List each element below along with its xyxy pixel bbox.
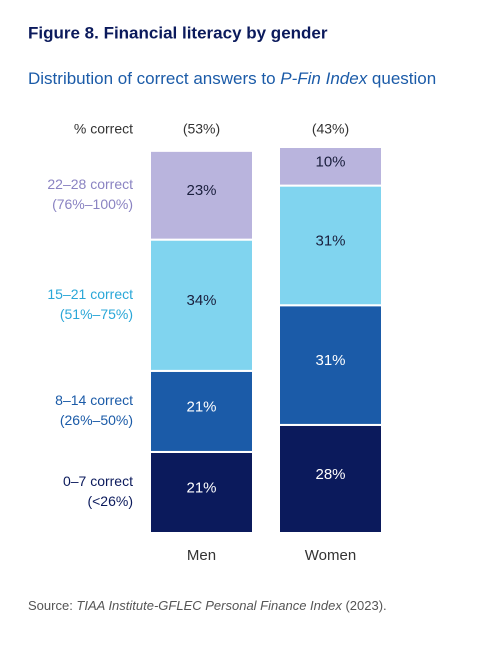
total-label: (43%) (312, 121, 349, 137)
value-label: 31% (315, 352, 345, 369)
legend-label: 8–14 correct (55, 392, 133, 408)
text-part: (2023). (342, 598, 387, 613)
chart-title: Figure 8. Financial literacy by gender (28, 23, 328, 42)
bar-segment (149, 450, 254, 534)
header-label: % correct (74, 121, 133, 137)
legend-range: (26%–50%) (60, 412, 133, 428)
value-label: 21% (186, 398, 216, 415)
text-part: Distribution of correct answers to (28, 69, 280, 88)
legend-label: 0–7 correct (63, 473, 133, 489)
x-tick-label: Men (187, 547, 216, 564)
text-part: Source: (28, 598, 76, 613)
value-label: 21% (186, 479, 216, 496)
total-label: (53%) (183, 121, 220, 137)
text-part: question (367, 69, 436, 88)
legend-range: (76%–100%) (52, 196, 133, 212)
value-label: 34% (186, 292, 216, 309)
bar-segment (149, 369, 254, 453)
legend-label: 22–28 correct (47, 176, 133, 192)
value-label: 23% (186, 182, 216, 199)
bar-segment (278, 423, 383, 535)
value-label: 28% (315, 466, 345, 483)
bar-segment (278, 184, 383, 307)
legend-label: 15–21 correct (47, 286, 133, 302)
legend-range: (<26%) (87, 493, 133, 509)
text-part: TIAA Institute-GFLEC Personal Finance In… (76, 598, 342, 613)
value-label: 10% (315, 153, 345, 170)
bar-segment (278, 304, 383, 426)
value-label: 31% (315, 232, 345, 249)
x-tick-label: Women (305, 547, 356, 564)
bar-segment (149, 149, 254, 241)
text-part: P-Fin Index (280, 69, 367, 88)
source-note: Source: TIAA Institute-GFLEC Personal Fi… (28, 598, 387, 613)
chart-subtitle: Distribution of correct answers to P-Fin… (28, 69, 436, 88)
bar-segment (278, 146, 383, 187)
legend-range: (51%–75%) (60, 306, 133, 322)
